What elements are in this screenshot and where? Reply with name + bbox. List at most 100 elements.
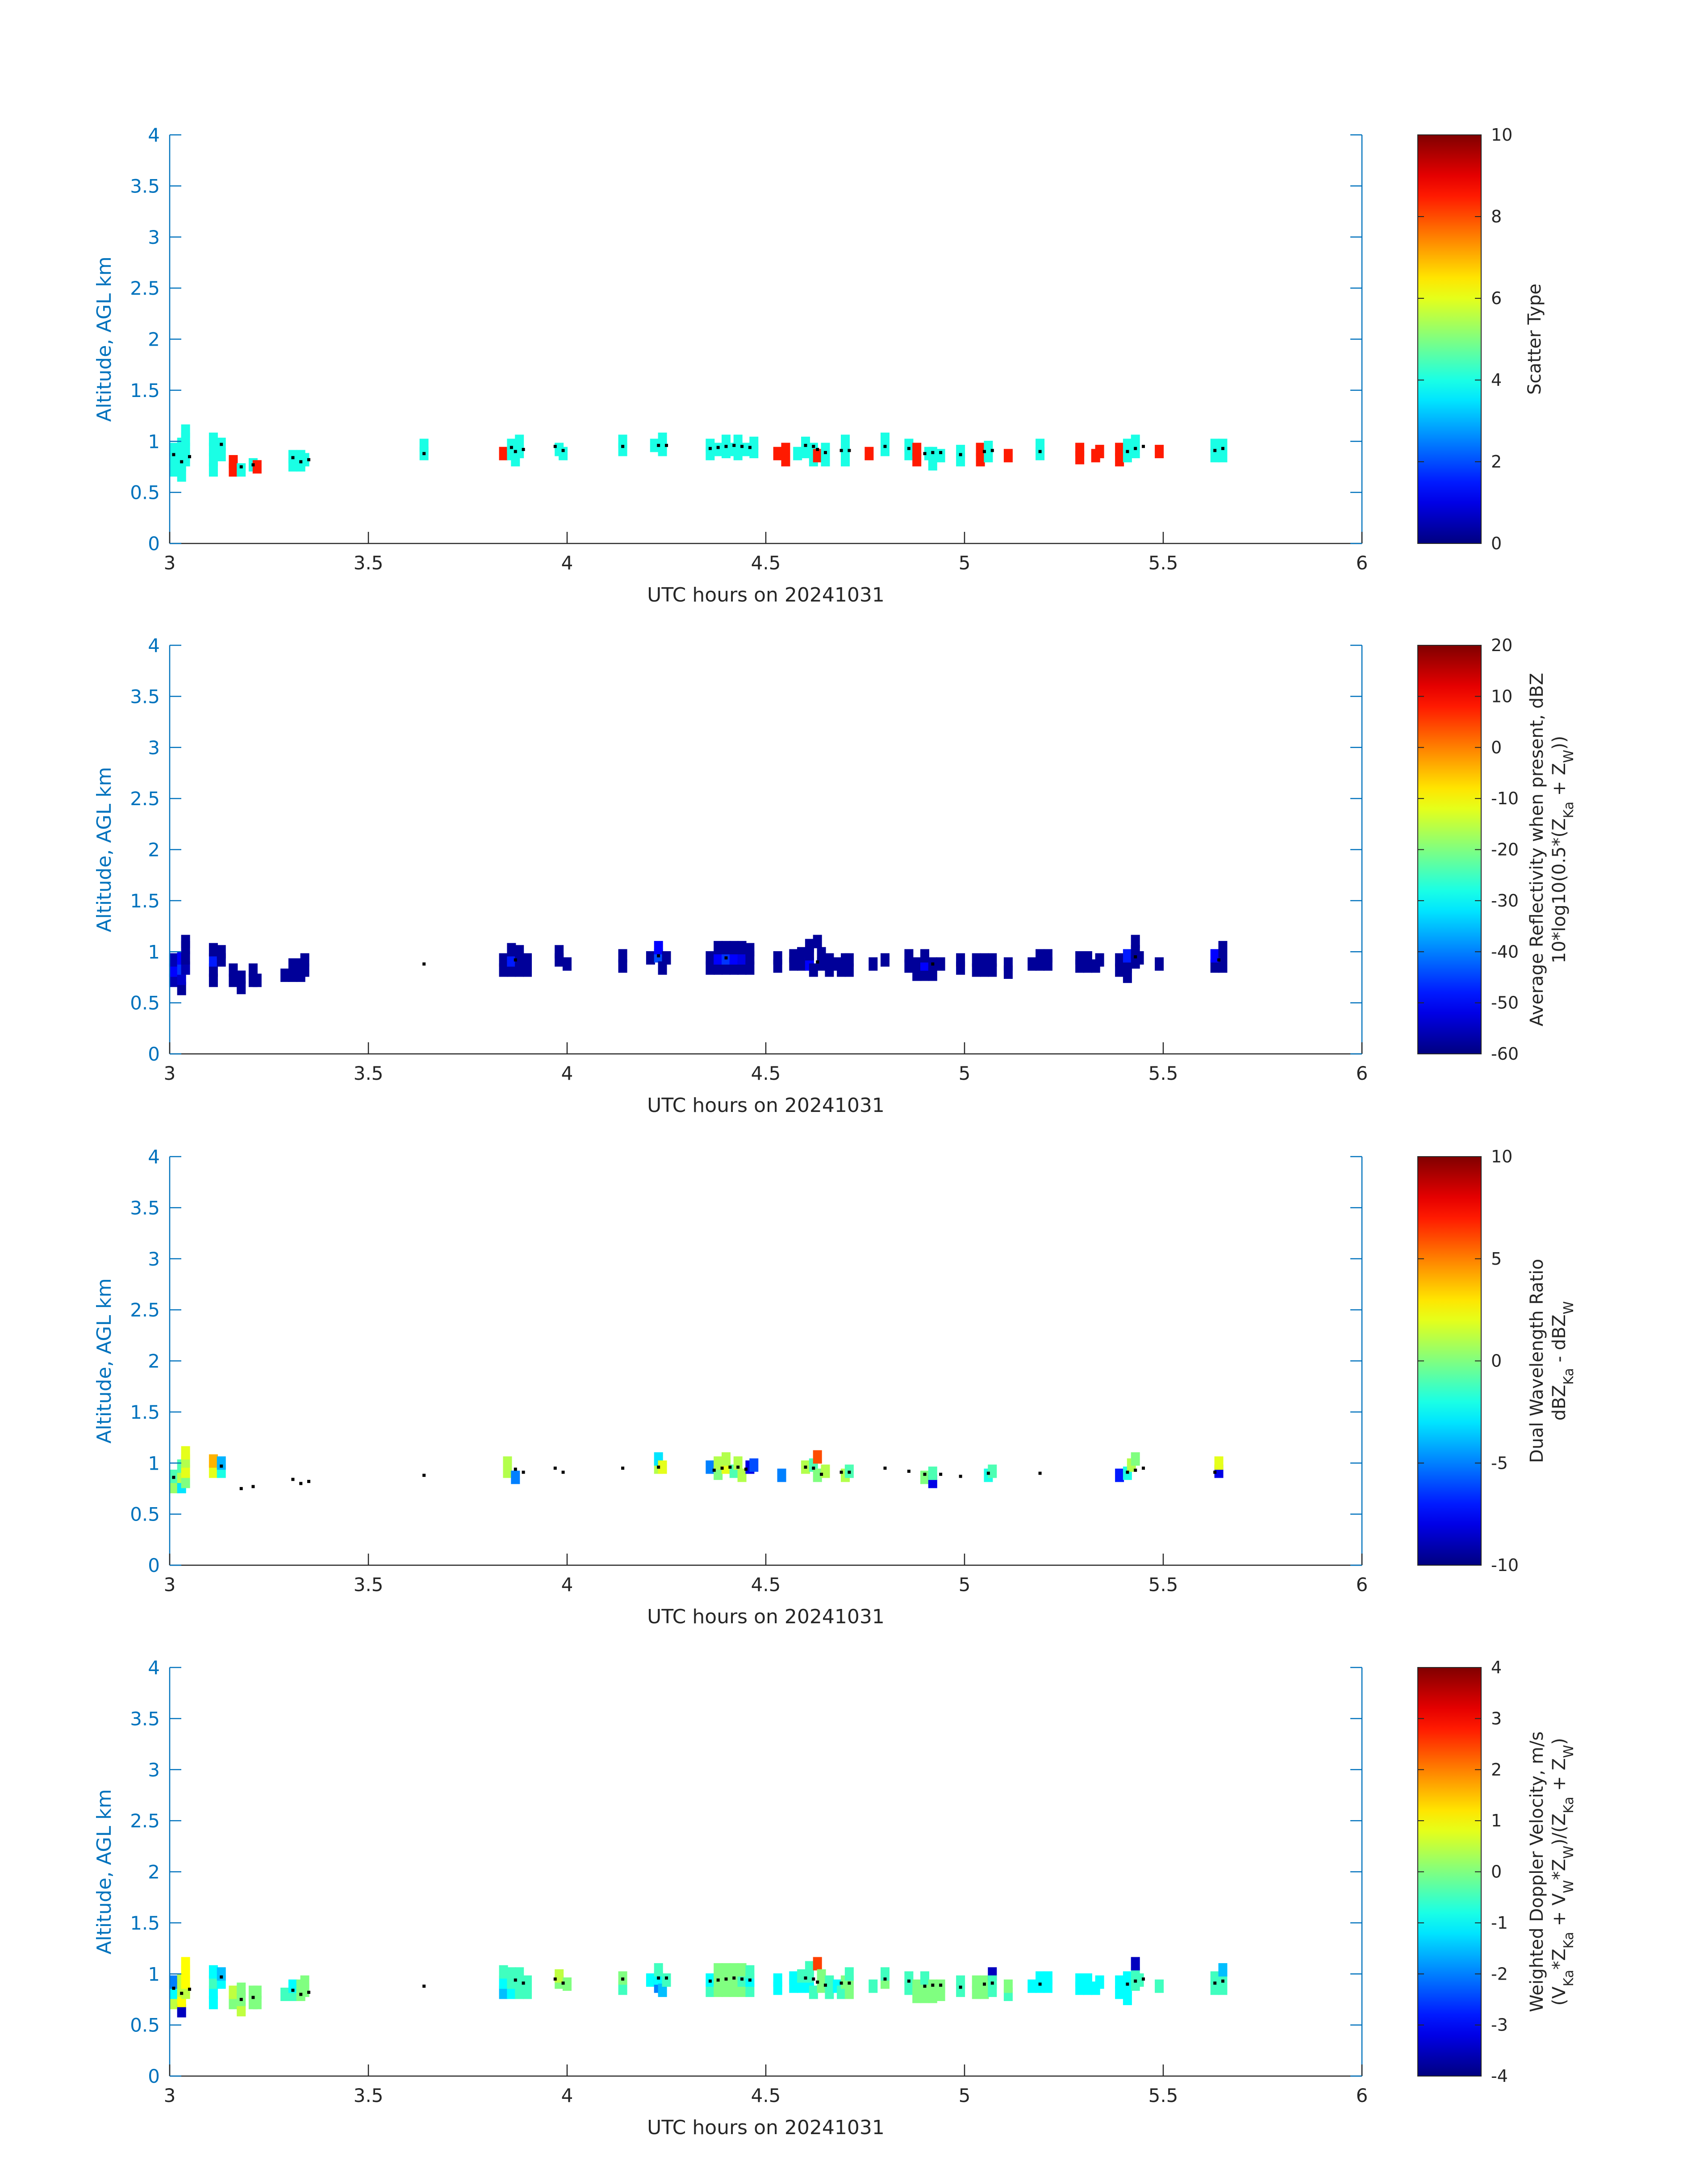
cloud-markers [172, 1464, 1217, 1490]
data-cell [515, 1967, 524, 1981]
data-cell [928, 967, 937, 981]
cloud-marker [239, 1997, 243, 2001]
data-cell [1123, 949, 1132, 963]
y-tick-label: 4 [148, 124, 160, 146]
x-tick-label: 4.5 [751, 552, 781, 574]
data-cell [511, 1471, 520, 1484]
colorbar-gradient [1417, 1156, 1482, 1566]
cloud-marker [990, 449, 994, 452]
data-cell [1075, 443, 1085, 456]
data-cell [181, 1464, 190, 1478]
data-cell [1123, 449, 1132, 463]
cloud-marker [239, 465, 243, 468]
data-cell [801, 436, 810, 450]
cloud-marker [728, 1465, 732, 1469]
data-cell [821, 443, 830, 456]
colorbar-label: 10*log10(0.5*(ZKa + ZW)) [1549, 736, 1577, 964]
cloud-marker [959, 1475, 962, 1478]
cloud-marker [621, 1977, 625, 1981]
colorbar-tick-label: -1 [1491, 1913, 1508, 1933]
cloud-marker [220, 1975, 223, 1979]
data-cell [912, 1979, 922, 1993]
cloud-marker [1126, 450, 1129, 453]
x-axis-label: UTC hours on 20241031 [647, 1605, 885, 1628]
data-cell [789, 1971, 798, 1985]
data-cell [499, 447, 508, 460]
y-tick-label: 2.5 [130, 788, 160, 810]
data-cell [904, 949, 914, 963]
x-tick-label: 4 [561, 552, 573, 574]
data-cell [1036, 1971, 1045, 1985]
data-cell [793, 447, 802, 460]
y-tick-label: 3.5 [130, 1708, 160, 1730]
data-cell [722, 941, 731, 955]
data-cell [507, 953, 516, 967]
y-tick-label: 0.5 [130, 1504, 160, 1525]
cloud-marker [716, 1978, 720, 1982]
cloud-marker [923, 1472, 927, 1476]
data-cell [1131, 1957, 1140, 1971]
data-cell [507, 1985, 516, 1999]
cloud-marker [422, 452, 426, 455]
cloud-marker [959, 1985, 962, 1989]
data-cells [169, 1957, 1228, 2018]
data-cell [773, 447, 782, 460]
cloud-marker [1134, 1979, 1137, 1983]
data-cell [181, 961, 190, 975]
cloud-marker [708, 447, 712, 450]
data-cell [1115, 1985, 1124, 1999]
y-axis-label: Altitude, AGL km [93, 767, 116, 932]
data-cell [737, 961, 747, 975]
data-cell [797, 1979, 806, 1993]
data-cell [881, 443, 889, 456]
x-tick-label: 4 [561, 1574, 573, 1596]
data-cell [507, 439, 516, 452]
cloud-marker [724, 956, 728, 960]
cloud-marker [732, 1976, 736, 1980]
data-cell [1115, 963, 1124, 977]
colorbar-tick-label: -30 [1491, 891, 1519, 911]
cloud-marker [220, 443, 223, 446]
data-cell [797, 1969, 806, 1983]
cloud-marker [732, 443, 736, 447]
data-cell [515, 435, 524, 448]
data-cell [515, 945, 524, 959]
cloud-marker [665, 1976, 668, 1980]
data-cell [1210, 449, 1219, 463]
colorbar-tick-label: 10 [1491, 686, 1512, 706]
data-cell [507, 1967, 516, 1981]
data-cell [300, 953, 309, 967]
colorbar-tick-label: 1 [1491, 1811, 1502, 1830]
data-cell [209, 1454, 218, 1468]
data-cell [1027, 957, 1037, 971]
data-cell [181, 1957, 190, 1971]
data-cell [749, 1458, 759, 1472]
colorbar-tick-label: 2 [1491, 1760, 1502, 1780]
data-cell [658, 432, 667, 446]
data-cell [662, 951, 671, 965]
cloud-marker [839, 1471, 843, 1474]
colorbar-tick-label: 4 [1491, 370, 1502, 390]
cloud-marker [1134, 955, 1137, 959]
colorbar: -4 -3 -2 -1 0 1 2 3 4 Weighted Doppler Velocity, … [1417, 1658, 1577, 2086]
data-cell [499, 953, 508, 967]
colorbar-tick-label: 0 [1491, 1862, 1502, 1882]
data-cell [745, 1983, 755, 1997]
cloud-marker [1038, 1471, 1042, 1475]
x-tick-label: 5.5 [1148, 1062, 1178, 1084]
colorbar-gradient [1417, 1667, 1482, 2077]
cloud-marker [291, 1989, 295, 1992]
y-tick-label: 2 [148, 839, 160, 861]
cloud-marker [657, 443, 660, 447]
data-cell [169, 953, 178, 967]
data-cell [1115, 953, 1124, 967]
data-cell [515, 1985, 524, 1999]
data-cell [1075, 951, 1085, 965]
cloud-marker [657, 1465, 660, 1469]
cloud-marker [172, 453, 175, 456]
data-cell [781, 453, 790, 467]
cloud-marker [839, 1981, 843, 1985]
x-tick-label: 3.5 [354, 2085, 384, 2106]
cloud-marker [959, 453, 962, 456]
data-cell [252, 974, 262, 987]
